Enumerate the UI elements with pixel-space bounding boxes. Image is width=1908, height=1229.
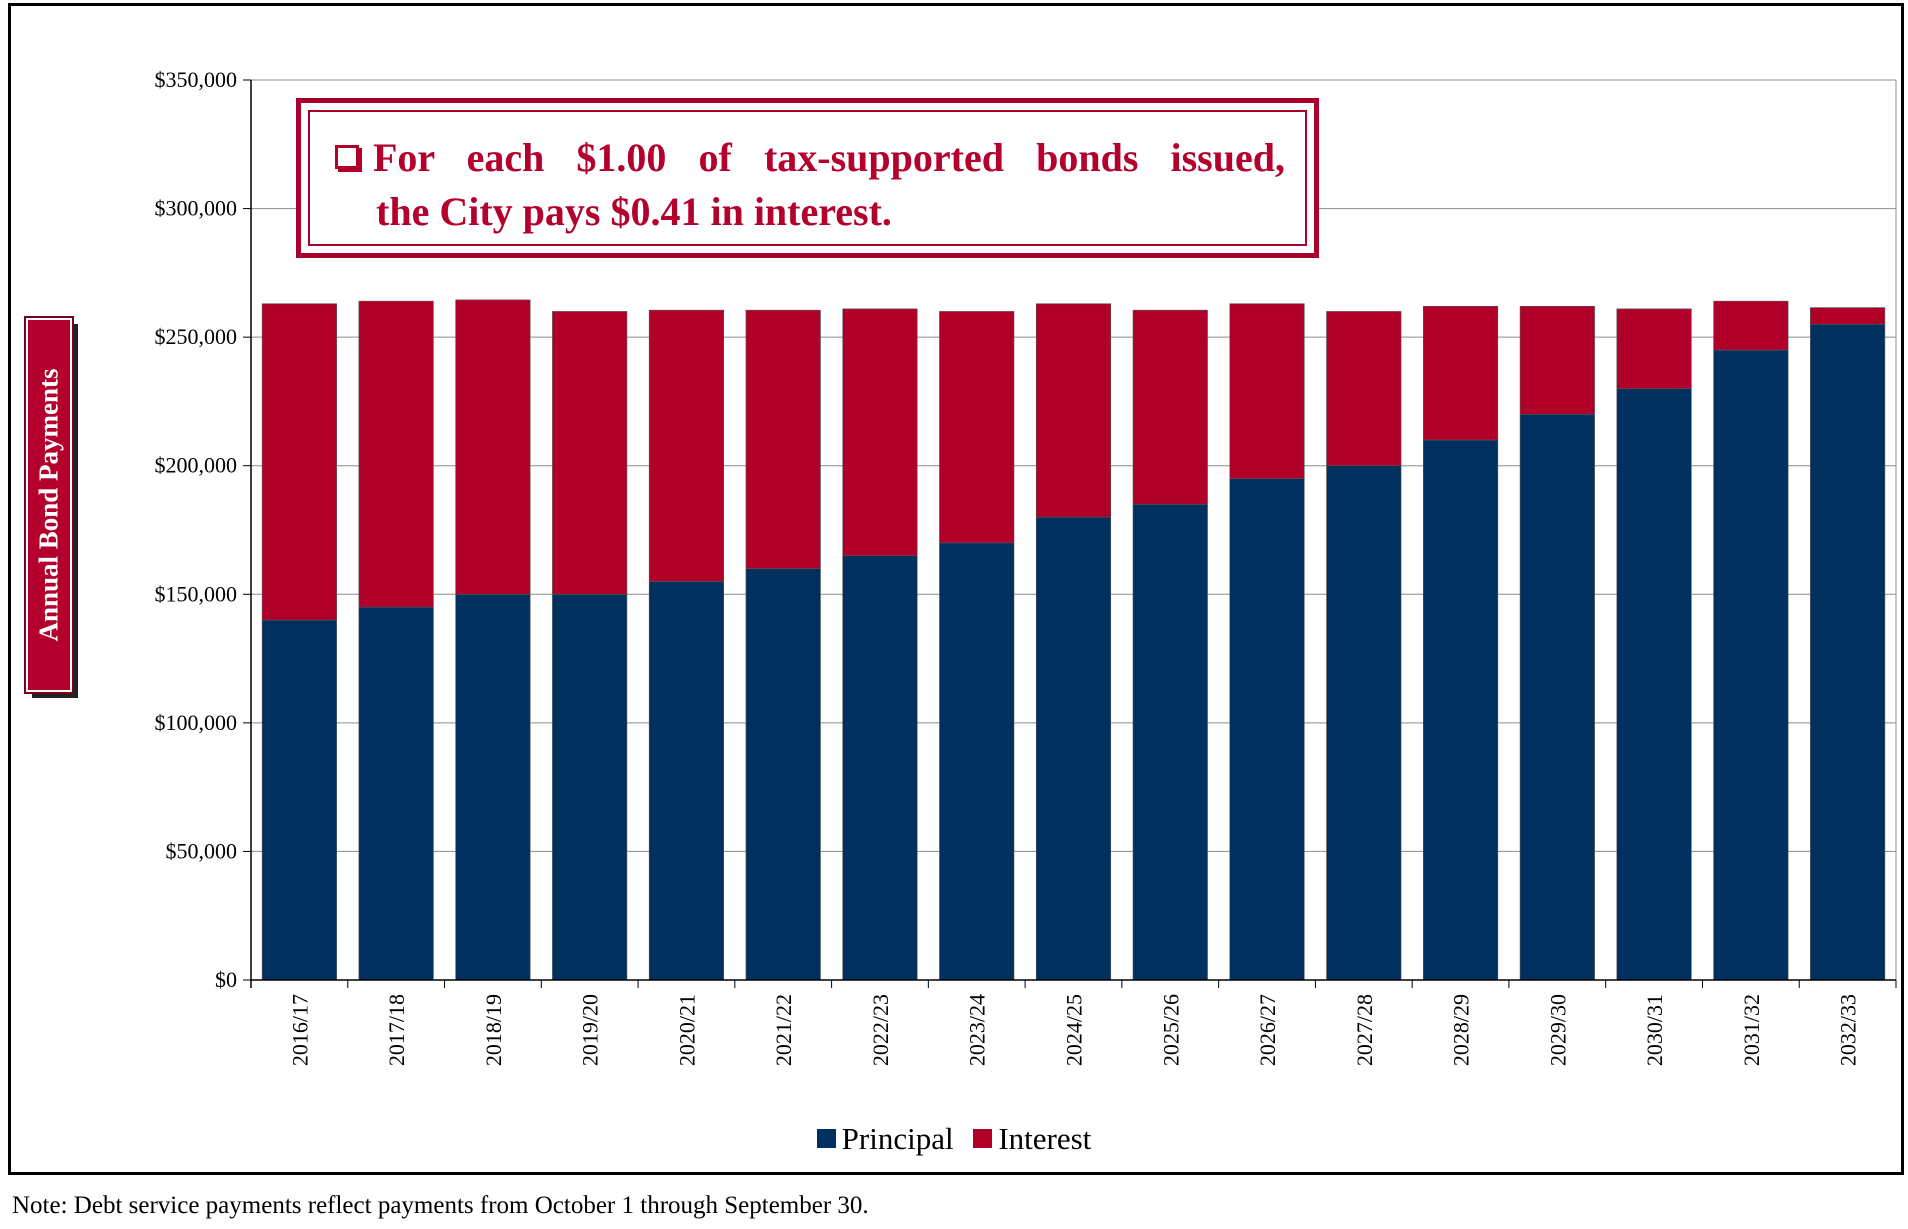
bar-principal-2017/18 xyxy=(358,606,434,981)
interest-callout: For each $1.00 of tax-supported bonds is… xyxy=(296,98,1319,258)
y-tick-label: $300,000 xyxy=(155,196,238,221)
bar-principal-2021/22 xyxy=(745,568,821,981)
bar-principal-2028/29 xyxy=(1423,439,1499,981)
bar-interest-2027/28 xyxy=(1326,311,1402,467)
legend: Principal Interest xyxy=(0,1121,1908,1157)
y-tick-label: $250,000 xyxy=(155,324,238,349)
y-tick-label: $350,000 xyxy=(155,67,238,92)
y-axis-ticks: $0 $50,000 $100,000 $150,000 $200,000 $250,00… xyxy=(155,67,251,992)
x-tick-label: 2026/27 xyxy=(1255,994,1280,1066)
y-tick-label: $150,000 xyxy=(155,581,238,606)
legend-label-interest: Interest xyxy=(998,1121,1092,1156)
legend-item-principal: Principal xyxy=(816,1121,954,1157)
bar-principal-2023/24 xyxy=(939,542,1015,981)
x-tick-label: 2018/19 xyxy=(481,994,506,1066)
axes xyxy=(250,80,1897,988)
bar-interest-2016/17 xyxy=(261,303,337,621)
bar-principal-2022/23 xyxy=(842,555,918,981)
legend-swatch-interest xyxy=(973,1129,993,1148)
bar-interest-2024/25 xyxy=(1035,303,1112,518)
y-tick-label: $0 xyxy=(215,967,237,992)
bar-interest-2026/27 xyxy=(1229,303,1305,479)
y-tick-label: $50,000 xyxy=(166,838,238,863)
x-tick-label: 2024/25 xyxy=(1062,994,1087,1066)
bar-principal-2024/25 xyxy=(1035,516,1112,981)
x-tick-label: 2030/31 xyxy=(1642,994,1667,1066)
x-tick-label: 2017/18 xyxy=(384,994,409,1066)
x-tick-label: 2022/23 xyxy=(868,994,893,1066)
bar-interest-2030/31 xyxy=(1616,308,1692,389)
footnote: Note: Debt service payments reflect paym… xyxy=(12,1192,869,1219)
bar-principal-2019/20 xyxy=(552,593,628,981)
bar-interest-2023/24 xyxy=(939,311,1015,544)
x-tick-label: 2027/28 xyxy=(1352,994,1377,1066)
bar-interest-2031/32 xyxy=(1713,300,1789,351)
y-tick-label: $200,000 xyxy=(155,453,238,478)
x-tick-label: 2019/20 xyxy=(578,994,603,1066)
bar-interest-2020/21 xyxy=(648,309,724,582)
chart-frame xyxy=(8,3,1904,1175)
bar-interest-2032/33 xyxy=(1810,307,1886,325)
bar-principal-2029/30 xyxy=(1519,413,1595,981)
bar-principal-2016/17 xyxy=(261,619,337,981)
bar-principal-2025/26 xyxy=(1132,503,1208,981)
bar-interest-2025/26 xyxy=(1132,309,1208,505)
bar-principal-2031/32 xyxy=(1713,349,1789,981)
legend-swatch-principal xyxy=(816,1129,836,1148)
y-tick-label: $100,000 xyxy=(155,710,238,735)
bar-interest-2017/18 xyxy=(358,300,434,608)
callout-inner-border xyxy=(308,110,1307,246)
bar-principal-2030/31 xyxy=(1616,388,1692,981)
bars xyxy=(261,299,1886,981)
callout-line-2: the City pays $0.41 in interest. xyxy=(376,189,892,234)
bar-principal-2020/21 xyxy=(648,581,724,981)
bar-interest-2028/29 xyxy=(1423,305,1499,441)
bar-interest-2021/22 xyxy=(745,309,821,569)
x-tick-label: 2031/32 xyxy=(1739,994,1764,1066)
callout-line-1: For each $1.00 of tax-supported bonds is… xyxy=(335,131,1285,185)
bar-interest-2022/23 xyxy=(842,308,918,557)
bar-principal-2032/33 xyxy=(1810,323,1886,981)
y-axis-title-box: Annual Bond Payments xyxy=(24,316,74,694)
stacked-bar-chart: $0 $50,000 $100,000 $150,000 $200,000 $250,00… xyxy=(155,67,1897,1066)
callout-text: For each $1.00 of tax-supported bonds is… xyxy=(335,131,1285,239)
x-tick-label: 2023/24 xyxy=(965,994,990,1066)
bar-principal-2027/28 xyxy=(1326,465,1402,981)
x-tick-label: 2029/30 xyxy=(1545,994,1570,1066)
x-axis-ticks: 2016/17 2017/18 2018/19 2019/20 2020/21 2021/… xyxy=(250,980,1897,1066)
x-tick-label: 2016/17 xyxy=(287,994,312,1066)
x-tick-label: 2020/21 xyxy=(674,994,699,1066)
bar-interest-2029/30 xyxy=(1519,305,1595,415)
bar-interest-2019/20 xyxy=(552,311,628,595)
x-tick-label: 2032/33 xyxy=(1836,994,1861,1066)
legend-label-principal: Principal xyxy=(841,1121,954,1156)
callout-line-1-text: For each $1.00 of tax-supported bonds is… xyxy=(373,135,1285,180)
checkbox-bullet-icon xyxy=(335,145,359,169)
y-axis-title: Annual Bond Payments xyxy=(33,368,64,642)
x-tick-label: 2028/29 xyxy=(1449,994,1474,1066)
bar-interest-2018/19 xyxy=(455,299,531,595)
bar-principal-2026/27 xyxy=(1229,478,1305,981)
x-tick-label: 2025/26 xyxy=(1158,994,1183,1066)
x-tick-label: 2021/22 xyxy=(771,994,796,1066)
legend-item-interest: Interest xyxy=(973,1121,1091,1157)
bar-principal-2018/19 xyxy=(455,593,531,981)
